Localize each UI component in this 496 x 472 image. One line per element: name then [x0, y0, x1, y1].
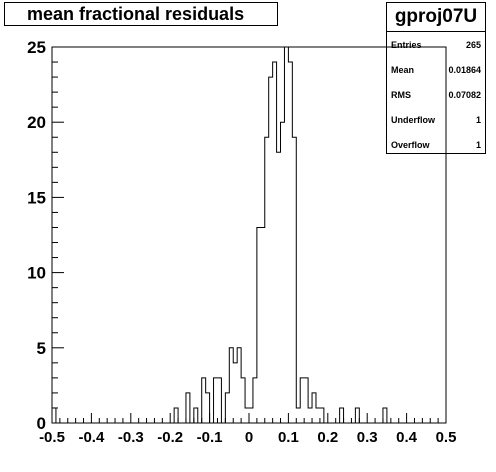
- histogram-bin: [225, 393, 229, 423]
- histogram-bin: [194, 408, 198, 423]
- histogram-bin: [277, 152, 281, 423]
- x-tick-label: -0.3: [118, 429, 144, 446]
- x-tick-label: 0.4: [396, 429, 418, 446]
- histogram-bin: [186, 393, 190, 423]
- histogram-bin: [284, 47, 288, 423]
- stat-row-entries: Entries 265: [387, 32, 485, 57]
- histogram-bin: [245, 408, 249, 423]
- stats-histogram-name: gproj07U: [387, 3, 485, 32]
- stat-value: 265: [465, 40, 481, 50]
- histogram-bin: [288, 62, 292, 423]
- histogram-bin: [249, 408, 253, 423]
- histogram-bin: [52, 408, 56, 423]
- plot-frame: [51, 46, 447, 424]
- histogram-bin: [241, 378, 245, 423]
- chart-title-box: mean fractional residuals: [4, 2, 278, 26]
- y-tick-label: 15: [27, 188, 46, 207]
- histogram-bin: [281, 122, 285, 423]
- histogram-series: [51, 46, 446, 424]
- x-tick-label: 0.3: [357, 429, 378, 446]
- histogram-bin: [304, 378, 308, 423]
- y-tick-label: 25: [27, 38, 46, 57]
- histogram-bin: [217, 378, 221, 423]
- histogram-bin: [273, 62, 277, 423]
- histogram-bin: [237, 348, 241, 423]
- stat-value: 0.01864: [448, 65, 481, 75]
- histogram-bin: [296, 408, 300, 423]
- histogram-bin: [383, 408, 387, 423]
- histogram-bin: [320, 408, 324, 423]
- histogram-bin: [292, 137, 296, 423]
- histogram-bin: [340, 408, 344, 423]
- histogram-bin: [202, 378, 206, 423]
- x-tick-label: -0.1: [197, 429, 223, 446]
- stats-box: gproj07U Entries 265 Mean 0.01864 RMS 0.…: [386, 2, 486, 154]
- stat-row-mean: Mean 0.01864: [387, 57, 485, 82]
- stat-value: 1: [475, 115, 481, 125]
- histogram-bin: [174, 408, 178, 423]
- histogram-bin: [308, 408, 312, 423]
- stat-value: 0.07082: [448, 90, 481, 100]
- histogram-bin: [316, 408, 320, 423]
- stat-row-underflow: Underflow 1: [387, 107, 485, 132]
- stat-label: Mean: [391, 65, 415, 75]
- chart-title: mean fractional residuals: [27, 4, 245, 24]
- stat-label: RMS: [391, 90, 411, 100]
- stat-value: 1: [475, 140, 481, 150]
- x-tick-label: 0.5: [436, 429, 457, 446]
- x-tick-label: -0.2: [157, 429, 183, 446]
- histogram-bin: [355, 408, 359, 423]
- histogram-bin: [265, 137, 269, 423]
- histogram-bin: [214, 378, 218, 423]
- stat-label: Overflow: [391, 140, 430, 150]
- histogram-bin: [257, 227, 261, 423]
- x-tick-label: 0.1: [278, 429, 299, 446]
- stat-label: Entries: [391, 40, 422, 50]
- x-tick-label: 0.2: [317, 429, 338, 446]
- histogram-bin: [253, 378, 257, 423]
- histogram-bin: [261, 227, 265, 423]
- histogram-bin: [269, 77, 273, 423]
- stat-row-rms: RMS 0.07082: [387, 82, 485, 107]
- x-tick-label: -0.4: [78, 429, 105, 446]
- y-tick-label: 5: [37, 339, 46, 358]
- x-tick-label: -0.5: [39, 429, 65, 446]
- y-tick-label: 10: [27, 264, 46, 283]
- histogram-bin: [233, 363, 237, 423]
- y-tick-label: 0: [37, 414, 46, 433]
- y-tick-label: 20: [27, 113, 46, 132]
- histogram-bin: [229, 348, 233, 423]
- stat-row-overflow: Overflow 1: [387, 132, 485, 157]
- histogram-bin: [312, 393, 316, 423]
- histogram-bin: [206, 393, 210, 423]
- histogram-bin: [300, 378, 304, 423]
- stat-label: Underflow: [391, 115, 435, 125]
- x-tick-label: 0: [245, 429, 253, 446]
